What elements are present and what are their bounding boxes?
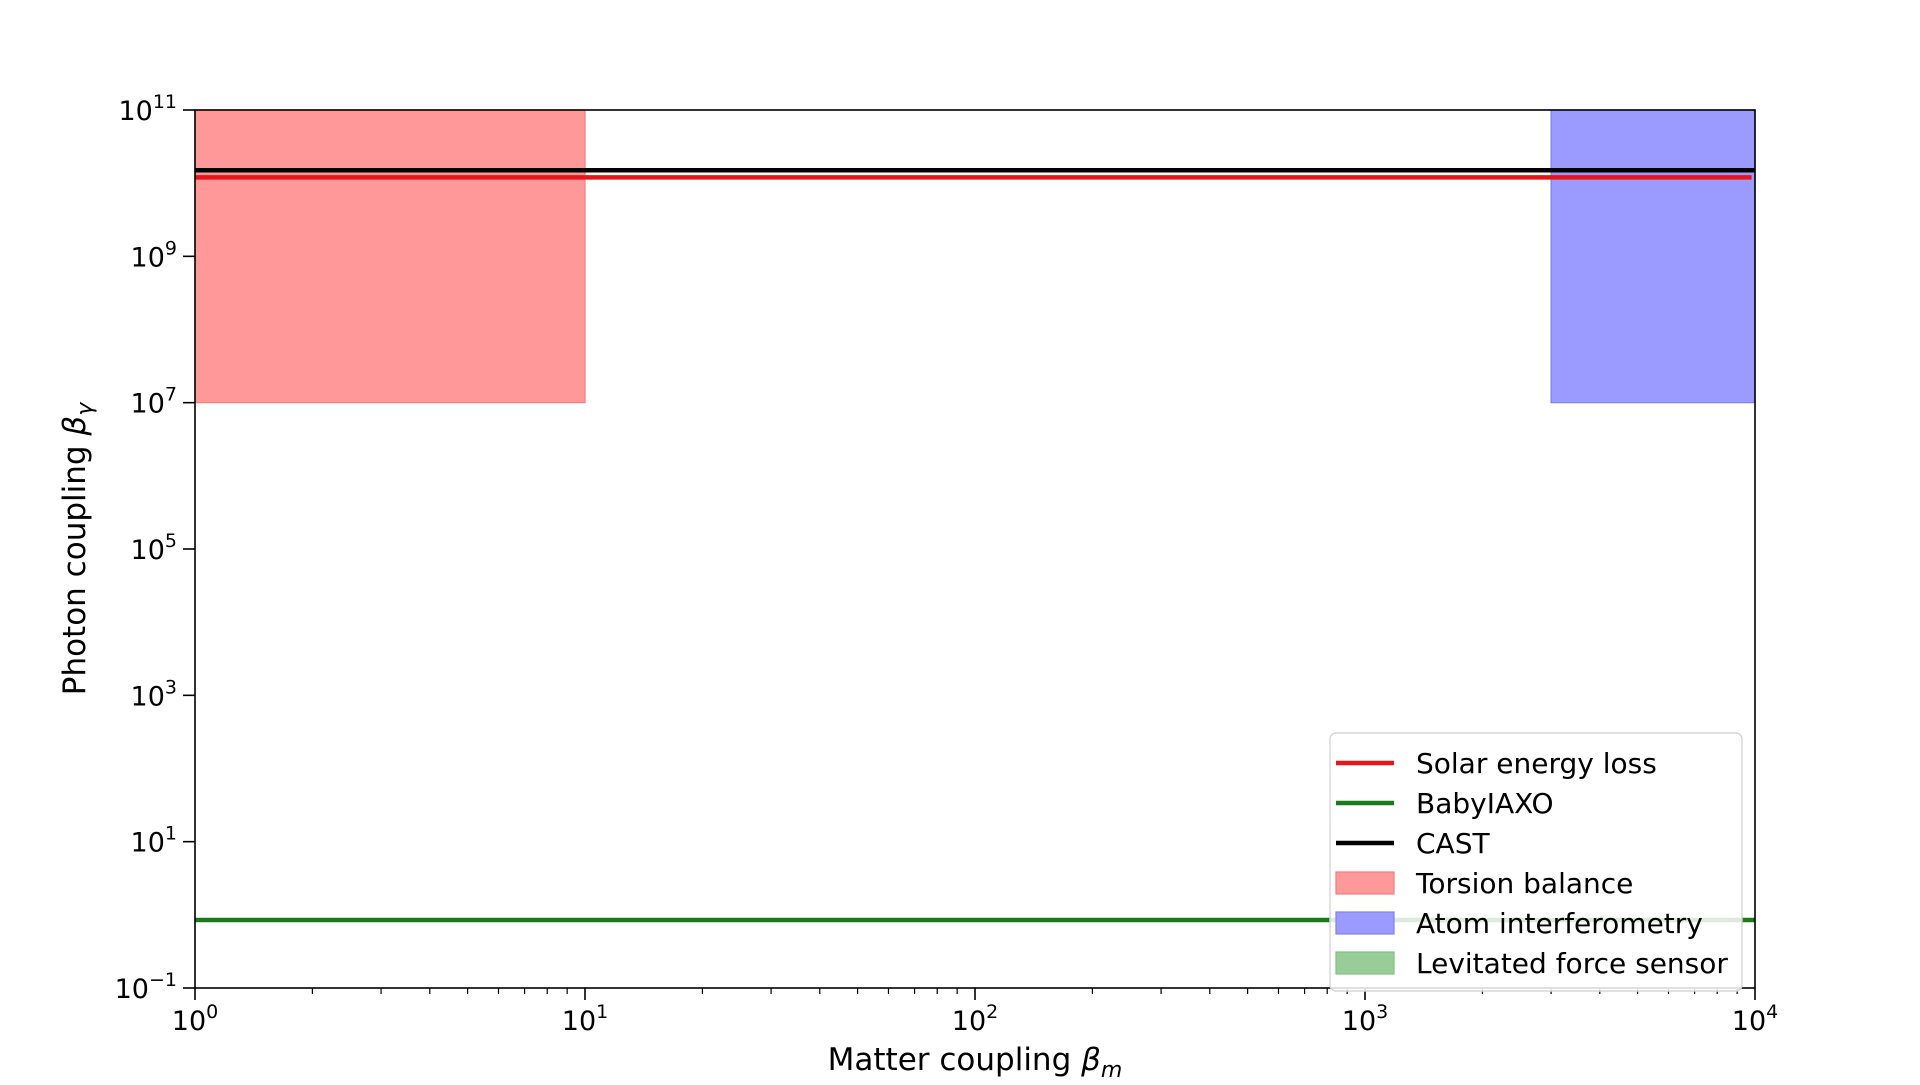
- x-tick-label: 104: [1732, 1001, 1778, 1037]
- y-tick-label: 1011: [118, 91, 177, 127]
- y-tick-label-exponent: 1: [165, 823, 177, 845]
- y-tick-label-exponent: 7: [165, 384, 177, 406]
- region-atom-interferometry: [1550, 109, 1756, 404]
- y-tick-label: 105: [131, 530, 177, 566]
- regions-layer: [194, 109, 1756, 404]
- legend-item-cast: CAST: [1336, 827, 1490, 860]
- y-tick-label-exponent: 3: [165, 676, 177, 698]
- x-tick-label-base: 10: [1342, 1006, 1376, 1037]
- y-tick-label-exponent: 9: [165, 237, 177, 259]
- y-tick-label-base: 10: [131, 681, 165, 712]
- y-axis-label: Photon coupling βγ: [57, 402, 98, 695]
- y-tick-label: 109: [131, 237, 177, 273]
- y-tick-label-base: 10: [131, 828, 165, 859]
- y-tick-label: 10−1: [115, 969, 177, 1005]
- legend-item-solar-energy-loss: Solar energy loss: [1336, 747, 1657, 780]
- x-tick-label: 102: [952, 1001, 998, 1037]
- x-tick-label: 101: [562, 1001, 608, 1037]
- legend-label: Solar energy loss: [1416, 747, 1657, 780]
- legend: Solar energy loss BabyIAXO CAST Torsion bal…: [1329, 732, 1743, 992]
- legend-frame: [1329, 732, 1743, 992]
- legend-swatch: [1335, 871, 1395, 895]
- y-tick-label-base: 10: [131, 535, 165, 566]
- x-tick-label-base: 10: [562, 1006, 596, 1037]
- x-tick-label-exponent: 4: [1766, 1001, 1778, 1023]
- legend-item-torsion-balance: Torsion balance: [1335, 867, 1633, 900]
- y-tick-label-base: 10: [115, 974, 149, 1005]
- y-tick-label: 101: [131, 823, 177, 859]
- y-tick-label: 103: [131, 676, 177, 712]
- y-tick-label-exponent: −1: [149, 969, 177, 991]
- x-axis-label: Matter coupling βm: [828, 1042, 1123, 1080]
- legend-label: Torsion balance: [1415, 867, 1633, 900]
- x-tick-label-exponent: 3: [1376, 1001, 1388, 1023]
- x-axis-label-subscript: m: [1101, 1058, 1122, 1080]
- y-tick-label-exponent: 11: [153, 91, 177, 113]
- y-axis-label-subscript: γ: [73, 402, 98, 416]
- x-tick-label-exponent: 2: [986, 1001, 998, 1023]
- x-tick-label-base: 10: [172, 1006, 206, 1037]
- x-tick-label: 100: [172, 1001, 218, 1037]
- legend-label: CAST: [1416, 827, 1490, 860]
- region-torsion-balance: [194, 109, 586, 404]
- y-tick-label-base: 10: [131, 389, 165, 420]
- x-tick-label-exponent: 0: [206, 1001, 218, 1023]
- legend-label: BabyIAXO: [1416, 787, 1554, 820]
- legend-item-levitated-force-sensor: Levitated force sensor: [1335, 947, 1728, 980]
- y-tick-label-exponent: 5: [165, 530, 177, 552]
- legend-label: Atom interferometry: [1416, 907, 1703, 940]
- y-tick-label-base: 10: [118, 96, 152, 127]
- y-axis-label-symbol: β: [57, 416, 93, 437]
- x-tick-label: 103: [1342, 1001, 1388, 1037]
- legend-swatch: [1335, 951, 1395, 975]
- x-tick-label-exponent: 1: [596, 1001, 608, 1023]
- x-axis-label-main: Matter coupling: [828, 1042, 1081, 1078]
- x-tick-label-base: 10: [1732, 1006, 1766, 1037]
- legend-label: Levitated force sensor: [1416, 947, 1728, 980]
- y-tick-label: 107: [131, 384, 177, 420]
- legend-item-atom-interferometry: Atom interferometry: [1335, 907, 1703, 940]
- y-axis-label-main: Photon coupling: [57, 436, 93, 696]
- x-axis-label-symbol: β: [1080, 1042, 1101, 1078]
- legend-swatch: [1335, 911, 1395, 935]
- x-tick-label-base: 10: [952, 1006, 986, 1037]
- y-tick-label-base: 10: [131, 242, 165, 273]
- legend-item-babyiaxo: BabyIAXO: [1336, 787, 1554, 820]
